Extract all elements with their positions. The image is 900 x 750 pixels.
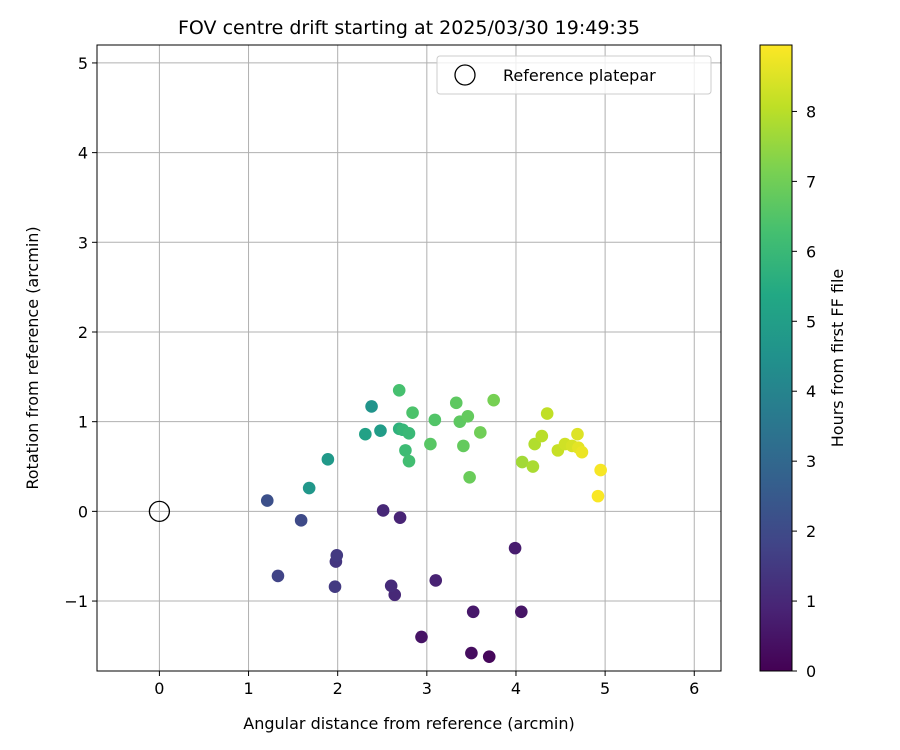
colorbar-tick-label: 3: [806, 452, 816, 471]
data-point: [302, 481, 316, 495]
data-point: [374, 424, 387, 437]
data-point: [321, 453, 335, 466]
plot-frame: [96, 44, 722, 672]
data-point: [526, 460, 540, 473]
colorbar-tick-label: 1: [806, 592, 816, 611]
data-point: [535, 429, 549, 443]
y-axis-ticks: −1 0 1 2 3 4 5: [64, 54, 97, 611]
data-point: [463, 470, 476, 484]
colorbar-tick-label: 5: [806, 312, 816, 331]
colorbar-ticks: 0 1 2 3 4 5 6 7 8: [792, 102, 816, 681]
data-point: [424, 437, 437, 451]
y-axis-label: Rotation from reference (arcmin): [23, 226, 42, 489]
reference-layer: [148, 500, 171, 523]
colorbar-tick-label: 2: [806, 522, 816, 541]
data-point: [393, 511, 407, 524]
data-point: [271, 569, 285, 583]
data-point: [571, 427, 584, 441]
data-point: [540, 407, 554, 420]
colorbar-label: Hours from first FF file: [828, 269, 847, 448]
x-tick-label: 3: [422, 679, 432, 698]
data-point: [330, 549, 344, 562]
legend-label-reference: Reference platepar: [503, 66, 656, 85]
colorbar-gradient: [759, 44, 793, 672]
data-point: [466, 605, 480, 619]
colorbar-tick-label: 8: [806, 102, 816, 121]
data-point: [575, 445, 589, 459]
chart-title: FOV centre drift starting at 2025/03/30 …: [178, 17, 640, 39]
data-point: [328, 580, 342, 593]
data-point: [359, 427, 372, 441]
data-point: [376, 504, 390, 517]
colorbar-tick-label: 0: [806, 662, 816, 681]
legend-marker-icon: [454, 64, 476, 86]
x-tick-label: 4: [511, 679, 521, 698]
reference-platepar-marker: [148, 500, 171, 523]
data-point: [384, 579, 398, 593]
data-point: [428, 413, 442, 427]
data-point: [474, 426, 487, 439]
legend: Reference platepar: [436, 55, 712, 95]
data-point: [415, 630, 428, 644]
x-tick-label: 2: [333, 679, 343, 698]
data-point: [482, 650, 496, 663]
data-point: [406, 406, 419, 420]
data-point: [294, 514, 308, 527]
data-point: [461, 409, 475, 423]
data-point: [591, 489, 605, 503]
data-point: [457, 439, 470, 453]
data-point: [429, 574, 443, 587]
data-point: [465, 646, 478, 660]
data-point: [365, 400, 378, 413]
data-point: [260, 494, 274, 507]
plot-background: [97, 45, 721, 671]
data-point: [402, 427, 416, 440]
data-point: [515, 605, 528, 619]
data-point: [528, 437, 541, 451]
x-tick-label: 0: [154, 679, 164, 698]
data-point: [399, 444, 412, 457]
data-point: [508, 541, 522, 555]
data-point: [449, 396, 463, 410]
colorbar-tick-label: 4: [806, 382, 816, 401]
data-point: [487, 393, 500, 407]
x-axis-label: Angular distance from reference (arcmin): [243, 714, 574, 733]
x-tick-label: 1: [243, 679, 253, 698]
x-tick-label: 5: [600, 679, 610, 698]
y-tick-label: 4: [78, 144, 88, 163]
data-point: [392, 383, 406, 397]
y-tick-label: 3: [78, 233, 88, 252]
data-point: [594, 463, 607, 477]
x-tick-label: 6: [689, 679, 699, 698]
y-tick-label: 2: [78, 323, 88, 342]
x-axis-ticks: 0 1 2 3 4 5 6: [154, 671, 699, 698]
data-point: [515, 455, 529, 469]
data-point: [402, 454, 416, 468]
legend-box: [436, 55, 712, 95]
data-points: [260, 383, 607, 663]
colorbar-tick-label: 6: [806, 242, 816, 261]
grid-lines: [97, 45, 721, 671]
colorbar-tick-label: 7: [806, 172, 816, 191]
y-tick-label: 5: [78, 54, 88, 73]
y-tick-label: 1: [78, 413, 88, 432]
colorbar: 0 1 2 3 4 5 6 7 8 Hours from first FF file: [759, 44, 847, 681]
plot-area: 0 1 2 3 4 5 6 −1 0 1 2 3 4 5: [64, 44, 722, 698]
y-tick-label: 0: [78, 502, 88, 521]
y-tick-label: −1: [64, 592, 88, 611]
